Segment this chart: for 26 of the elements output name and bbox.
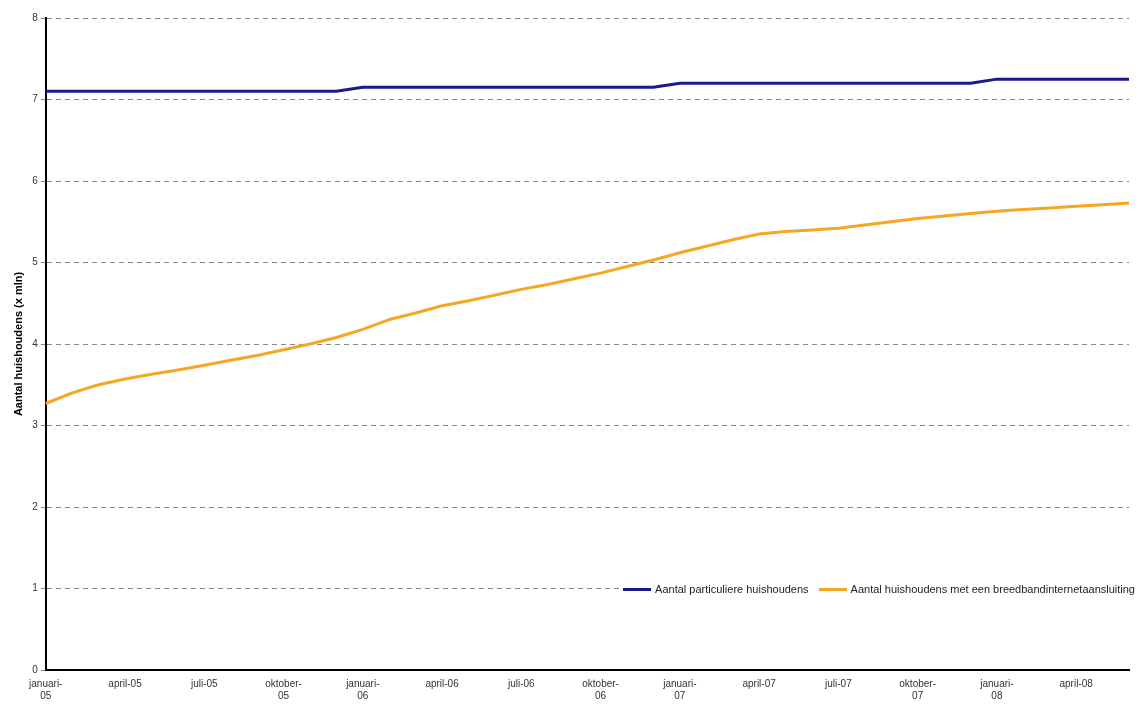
y-axis-title: Aantal huishoudens (x mln) xyxy=(11,271,24,417)
legend-label: Aantal huishoudens met een breedbandinternetaansluiting xyxy=(850,583,1135,595)
x-tick-label: januari-07 xyxy=(662,677,697,701)
y-tick-label: 8 xyxy=(32,11,39,23)
legend-label: Aantal particuliere huishoudens xyxy=(655,583,809,595)
y-tick-label: 2 xyxy=(32,500,39,512)
x-tick-label: oktober-07 xyxy=(899,677,936,701)
y-tick-label: 1 xyxy=(32,582,39,594)
x-tick-label: april-08 xyxy=(1059,677,1094,689)
x-tick-label: april-05 xyxy=(108,677,143,689)
x-tick-label: januari-05 xyxy=(28,677,63,701)
y-tick-label: 5 xyxy=(32,256,39,268)
x-tick-label: april-06 xyxy=(425,677,460,689)
y-tick-label: 6 xyxy=(32,174,39,186)
x-tick-label: juli-06 xyxy=(506,677,536,689)
x-tick-label: oktober-06 xyxy=(582,677,619,701)
y-tick-label: 4 xyxy=(32,337,39,349)
y-tick-label: 0 xyxy=(32,663,39,675)
x-tick-label: januari-08 xyxy=(979,677,1014,701)
x-tick-label: april-07 xyxy=(742,677,777,689)
x-tick-label: juli-05 xyxy=(189,677,219,689)
y-tick-label: 7 xyxy=(32,93,39,105)
x-tick-label: oktober-05 xyxy=(265,677,302,701)
y-tick-label: 3 xyxy=(32,419,39,431)
x-tick-label: juli-07 xyxy=(824,677,853,689)
x-tick-label: januari-06 xyxy=(345,677,380,701)
